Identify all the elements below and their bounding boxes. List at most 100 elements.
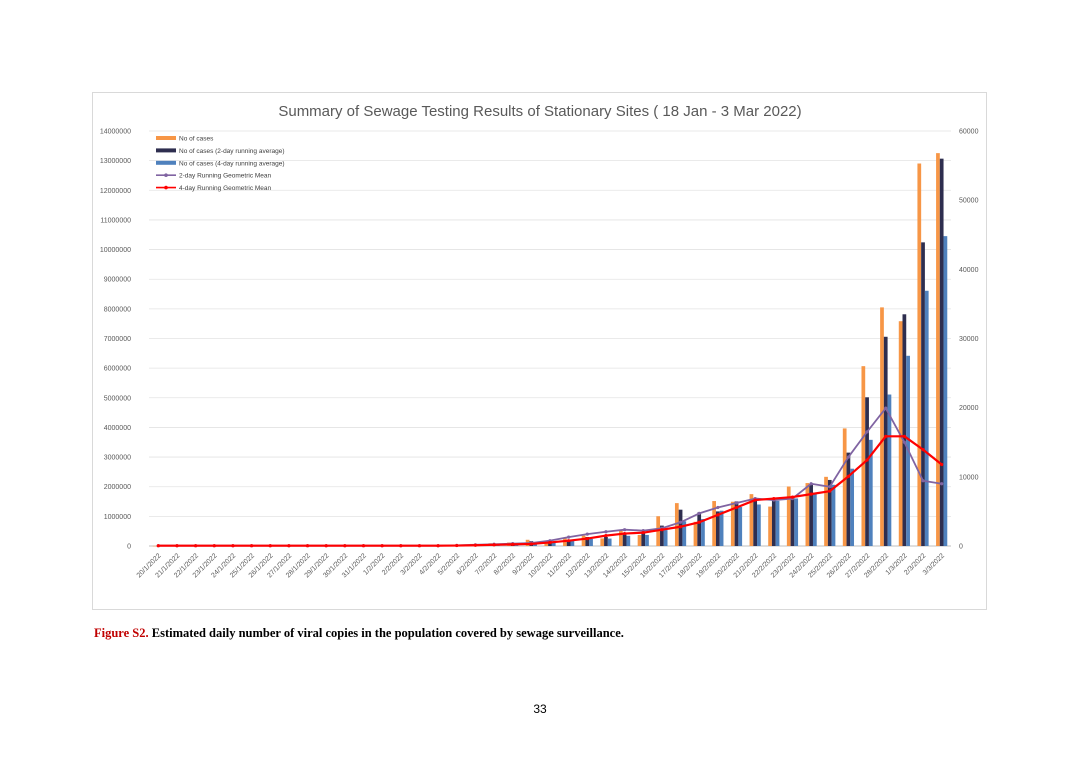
line-point: [324, 544, 328, 548]
line-point: [212, 544, 216, 548]
bar: [585, 537, 590, 546]
left-tick-label: 12000000: [100, 188, 131, 195]
line-point: [865, 458, 869, 462]
right-tick-label: 50000: [959, 198, 979, 205]
legend-swatch: [156, 148, 176, 153]
bar: [794, 498, 799, 546]
bar: [637, 534, 642, 546]
bar: [749, 494, 754, 546]
bar: [626, 535, 631, 546]
bar: [883, 336, 888, 546]
line-point: [846, 455, 851, 459]
line-point: [585, 532, 589, 536]
left-tick-label: 3000000: [104, 455, 131, 462]
line-point: [567, 535, 571, 539]
left-tick-label: 9000000: [104, 277, 131, 284]
line-point: [772, 496, 776, 501]
line-point: [660, 528, 664, 532]
line-point: [231, 544, 235, 548]
bar: [902, 314, 907, 546]
line-point: [902, 440, 906, 444]
figure-label: Figure S2.: [94, 626, 149, 640]
line-point: [417, 544, 422, 548]
bar: [861, 366, 866, 546]
line-point: [529, 542, 533, 546]
legend-swatch: [156, 136, 176, 140]
bar: [824, 476, 828, 546]
line-point: [175, 544, 179, 548]
line-point: [697, 511, 701, 515]
line-point: [361, 544, 366, 548]
line-point: [940, 462, 944, 467]
right-tick-label: 0: [959, 544, 963, 551]
bar: [921, 242, 925, 546]
line-point: [734, 505, 739, 510]
bar: [812, 492, 817, 546]
left-tick-label: 10000000: [100, 247, 131, 254]
left-tick-label: 2000000: [104, 484, 131, 491]
left-tick-label: 11000000: [100, 217, 131, 224]
bar: [775, 500, 780, 546]
line-point: [455, 543, 459, 548]
x-axis: 20/1/202221/1/202222/1/202223/1/202224/1…: [136, 552, 946, 579]
line-point: [623, 531, 627, 536]
line-point: [548, 540, 552, 545]
line-point: [156, 544, 160, 548]
line-point: [585, 536, 589, 541]
bar: [790, 496, 795, 546]
legend-swatch: [156, 160, 176, 165]
bar: [734, 501, 739, 546]
line-point: [268, 544, 272, 548]
bar: [604, 537, 608, 546]
figure-caption: Figure S2. Estimated daily number of vir…: [94, 626, 624, 641]
left-tick-label: 13000000: [100, 158, 131, 165]
bar: [600, 538, 605, 546]
bar: [809, 484, 813, 546]
bar: [842, 428, 847, 546]
bar: [701, 519, 705, 546]
line-point: [678, 525, 683, 529]
series-line: [158, 407, 942, 547]
bar: [544, 541, 549, 546]
bar: [719, 510, 724, 546]
line-point: [846, 474, 851, 478]
bar: [589, 538, 593, 546]
line-point: [641, 531, 645, 535]
line-point: [902, 434, 906, 438]
line-point: [473, 543, 477, 547]
line-point: [716, 513, 720, 517]
line-point: [511, 542, 515, 546]
bars: [152, 153, 948, 547]
line-point: [623, 528, 627, 532]
figure-caption-text: Estimated daily number of viral copies i…: [148, 626, 624, 640]
line-point: [399, 544, 403, 548]
line-point: [678, 520, 683, 524]
line-point: [790, 495, 795, 499]
right-tick-label: 20000: [959, 405, 979, 412]
bar: [622, 534, 627, 546]
line-point: [492, 543, 496, 547]
bar: [924, 290, 929, 546]
bar: [581, 535, 586, 546]
line-point: [884, 406, 888, 410]
lines: [156, 406, 944, 548]
left-tick-label: 0: [127, 544, 131, 551]
bar: [697, 512, 702, 546]
line-point: [828, 485, 832, 489]
left-tick-label: 14000000: [100, 129, 131, 136]
bar: [551, 541, 556, 546]
bar: [660, 525, 664, 546]
bar: [570, 540, 575, 546]
legend-marker: [164, 173, 168, 177]
bar: [831, 484, 836, 546]
bar: [619, 530, 623, 546]
right-tick-label: 30000: [959, 336, 979, 343]
bar: [827, 479, 832, 546]
legend: No of cases No of cases (2-day running av…: [156, 136, 285, 192]
bar: [887, 394, 892, 546]
bar: [693, 521, 698, 546]
right-tick-label: 40000: [959, 267, 979, 274]
page-number: 33: [533, 702, 547, 716]
bar: [715, 511, 720, 546]
bar: [607, 538, 612, 546]
